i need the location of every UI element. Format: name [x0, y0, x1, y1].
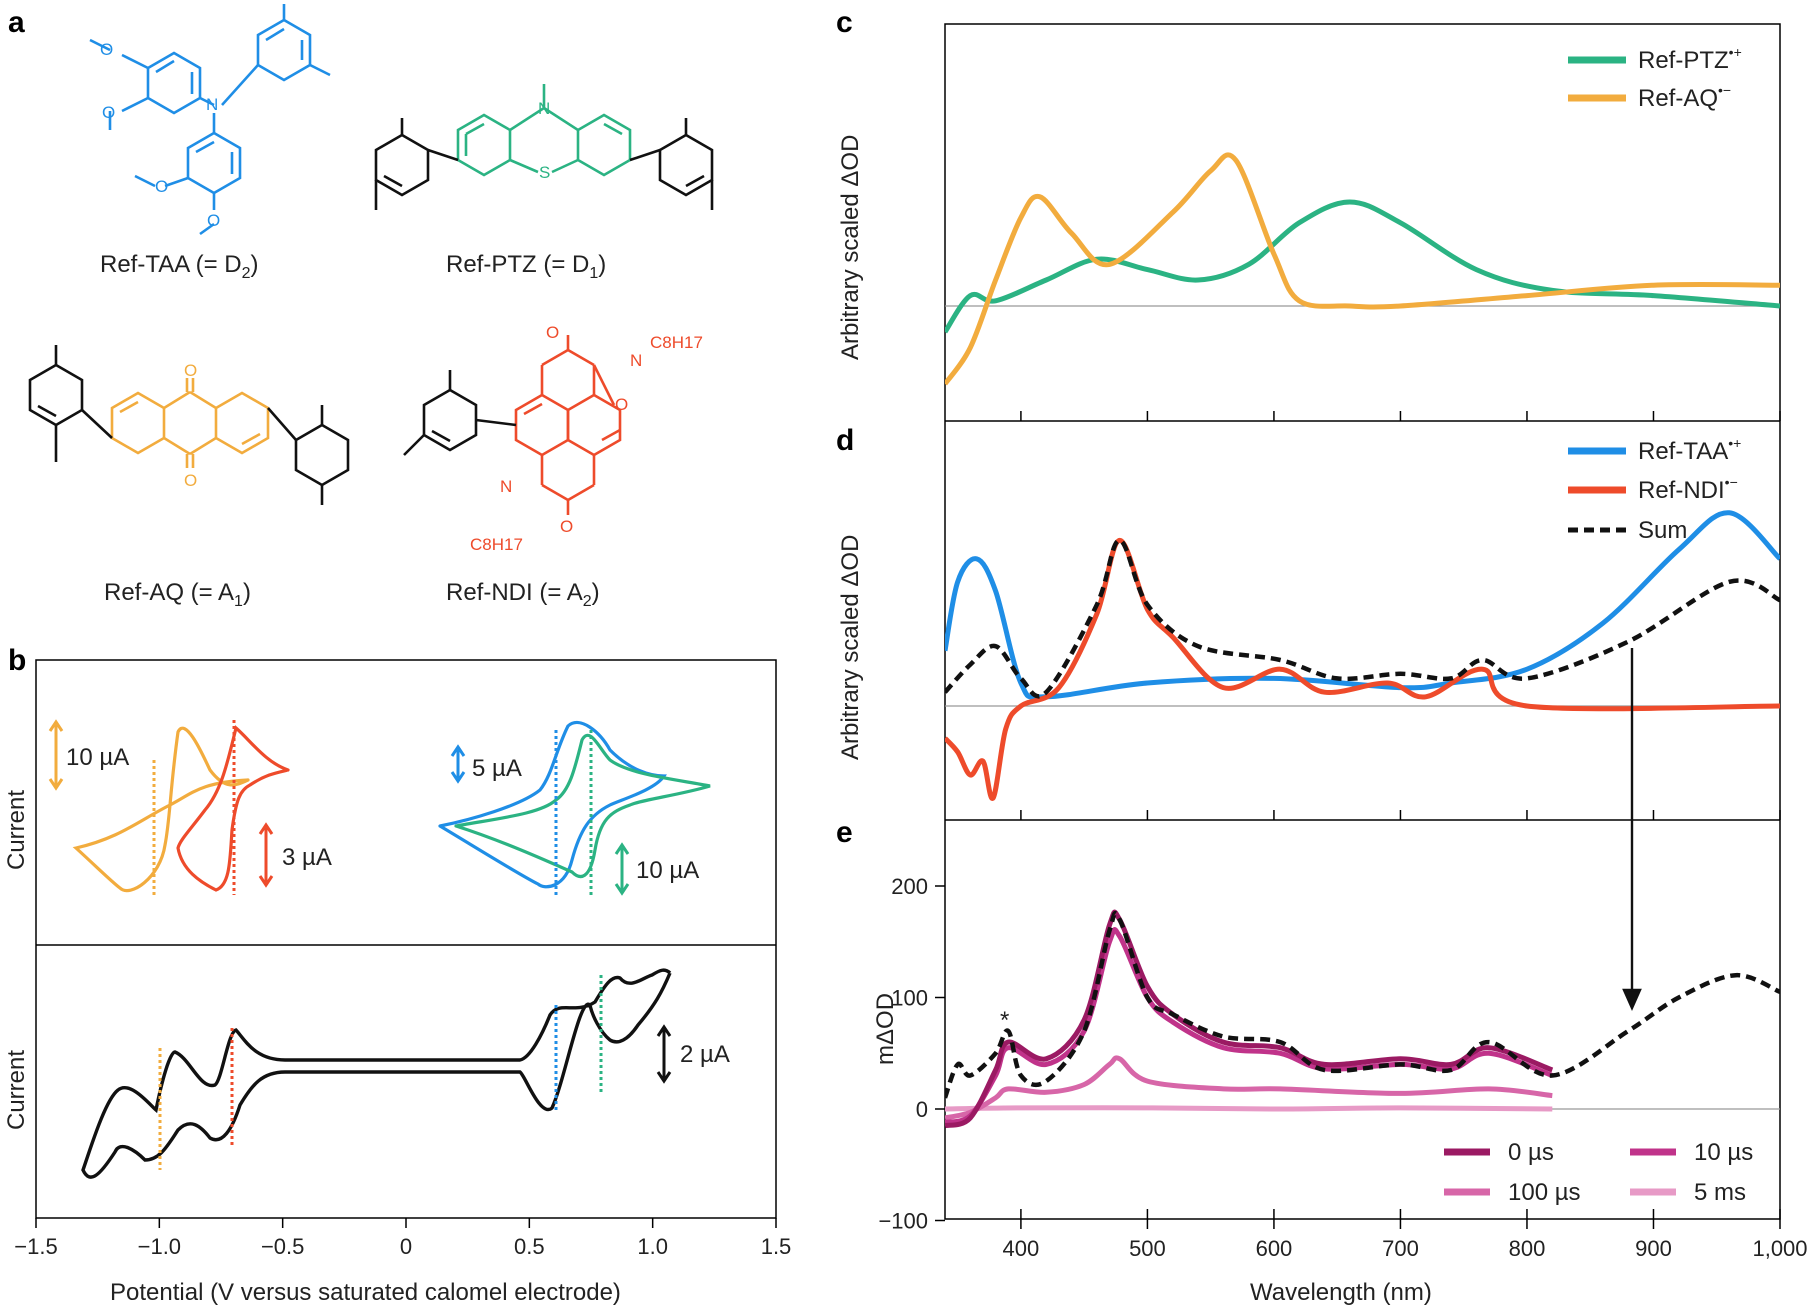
- panel-e-y-axis: −100 0 100 200: [878, 874, 945, 1234]
- ndi-c8h17-2: C8H17: [470, 535, 523, 554]
- wavelength-tick-label: 1,000: [1752, 1236, 1807, 1261]
- scalebar-aq-label: 10 µA: [66, 744, 129, 771]
- aq-o-atom-1: O: [184, 361, 197, 380]
- panel-e-ytick-label: 0: [916, 1097, 928, 1122]
- taa-n-atom: N: [206, 95, 218, 114]
- legend-0us-label: 0 µs: [1508, 1139, 1554, 1166]
- taa-o-atom-4: O: [207, 211, 220, 230]
- ref-taa-label: Ref-TAA (= D2): [100, 251, 259, 282]
- legend-5ms-label: 5 ms: [1694, 1179, 1746, 1206]
- panel-e-ytick-label: −100: [878, 1209, 928, 1234]
- panel-b-label: b: [8, 644, 26, 677]
- panel-e-annotation: *: [1000, 1007, 1009, 1034]
- scalebar-ptz-label: 10 µA: [636, 857, 699, 884]
- right-panels-frame: [944, 23, 1781, 1220]
- panel-e-xlabel: Wavelength (nm): [1250, 1279, 1432, 1306]
- panel-b-frame: [35, 659, 777, 1219]
- ndi-o-atom-3: O: [560, 517, 573, 536]
- panel-b-tick-label: 1.0: [637, 1234, 668, 1259]
- panel-e-legend: 0 µs 10 µs 100 µs 5 ms: [1444, 1139, 1753, 1206]
- panel-d-label: d: [836, 424, 854, 457]
- panel-c-legend: Ref-PTZ•+ Ref-AQ•−: [1568, 44, 1742, 112]
- cv-taa-curve: [438, 720, 667, 889]
- panel-c-series: [945, 152, 1780, 386]
- cv-ptz-curve: [454, 733, 711, 879]
- ptz-s-atom: S: [539, 163, 550, 182]
- series-ref-ptz: [945, 199, 1780, 334]
- series-0us: [945, 909, 1554, 1129]
- wavelength-tick-label: 600: [1256, 1236, 1293, 1261]
- ndi-n-atom-1: N: [630, 351, 642, 370]
- ndi-n-atom-2: N: [500, 477, 512, 496]
- panel-d-ylabel: Arbitrary scaled ΔOD: [837, 535, 864, 760]
- scalebar-combined-label: 2 µA: [680, 1041, 730, 1068]
- ndi-c8h17-1: C8H17: [650, 333, 703, 352]
- panel-b-tick-label: −1.0: [138, 1234, 181, 1259]
- wavelength-ticks: 400 500 600 700 800 900 1,000: [1003, 411, 1808, 1261]
- legend-10us-label: 10 µs: [1694, 1139, 1753, 1166]
- panel-c-ylabel: Arbitrary scaled ΔOD: [837, 135, 864, 360]
- aq-o-atom-2: O: [184, 471, 197, 490]
- panel-b-tick-label: −0.5: [261, 1234, 304, 1259]
- ref-ndi-structure: O O N C8H17 N C8H17 O: [403, 323, 703, 554]
- panel-d-series: [945, 510, 1780, 801]
- legend-aq-label: Ref-AQ•−: [1638, 82, 1731, 112]
- panel-e-series: [945, 909, 1780, 1129]
- panel-b-tick-label: 0.5: [514, 1234, 545, 1259]
- panel-e-ytick-label: 200: [891, 874, 928, 899]
- ref-ptz-structure: N S: [374, 84, 714, 210]
- ref-aq-structure: O O: [28, 345, 350, 505]
- series-ref-ndi: [945, 537, 1780, 801]
- taa-o-atom-1: O: [100, 40, 113, 59]
- series-sum-scaled: [945, 910, 1780, 1099]
- legend-taa-label: Ref-TAA•+: [1638, 435, 1741, 465]
- ndi-o-atom-2: O: [615, 395, 628, 414]
- wavelength-tick-label: 800: [1509, 1236, 1546, 1261]
- panel-e-label: e: [836, 816, 853, 849]
- series-sum: [945, 538, 1780, 699]
- ref-taa-structure: N O O O O: [89, 4, 331, 236]
- cv-aq-curve: [72, 726, 250, 893]
- series-ref-taa: [945, 510, 1780, 700]
- panel-b-tick-label: 1.5: [761, 1234, 792, 1259]
- legend-ndi-label: Ref-NDI•−: [1638, 474, 1738, 504]
- panel-b-tick-label: 0: [400, 1234, 412, 1259]
- series-5ms: [945, 1105, 1553, 1112]
- ref-aq-label: Ref-AQ (= A1): [104, 579, 251, 610]
- panel-b-ylabel-bottom: Current: [3, 1050, 30, 1130]
- panel-b-tick-label: −1.5: [14, 1234, 57, 1259]
- wavelength-tick-label: 500: [1129, 1236, 1166, 1261]
- cv-combined-curve: [81, 968, 672, 1179]
- legend-100us-label: 100 µs: [1508, 1179, 1581, 1206]
- wavelength-tick-label: 400: [1003, 1236, 1040, 1261]
- ref-ptz-label: Ref-PTZ (= D1): [446, 251, 606, 282]
- panel-a-label: a: [8, 6, 25, 39]
- wavelength-tick-label: 700: [1382, 1236, 1419, 1261]
- scalebar-ndi-label: 3 µA: [282, 844, 332, 871]
- series-ref-aq: [945, 152, 1780, 386]
- panel-e-ytick-label: 100: [891, 986, 928, 1011]
- panel-b-xlabel: Potential (V versus saturated calomel el…: [110, 1279, 621, 1306]
- wavelength-tick-label: 900: [1635, 1236, 1672, 1261]
- ndi-o-atom-1: O: [546, 323, 559, 342]
- legend-sum-label: Sum: [1638, 517, 1687, 544]
- arrow-d-to-e: [1622, 648, 1642, 1011]
- legend-ptz-label: Ref-PTZ•+: [1638, 44, 1742, 74]
- cv-ndi-curve: [176, 725, 290, 892]
- panel-d-legend: Ref-TAA•+ Ref-NDI•− Sum: [1568, 435, 1741, 544]
- series-100us: [945, 1055, 1553, 1121]
- panel-c-label: c: [836, 6, 853, 39]
- ptz-n-atom: N: [538, 99, 550, 118]
- taa-o-atom-3: O: [155, 177, 168, 196]
- ref-ndi-label: Ref-NDI (= A2): [446, 579, 600, 610]
- scalebar-taa-label: 5 µA: [472, 755, 522, 782]
- panel-e-ylabel: mΔOD: [872, 993, 899, 1065]
- taa-o-atom-2: O: [102, 103, 115, 122]
- panel-b-x-axis: −1.5 −1.0 −0.5 0 0.5 1.0 1.5: [14, 1218, 791, 1259]
- panel-b-ylabel-top: Current: [3, 790, 30, 870]
